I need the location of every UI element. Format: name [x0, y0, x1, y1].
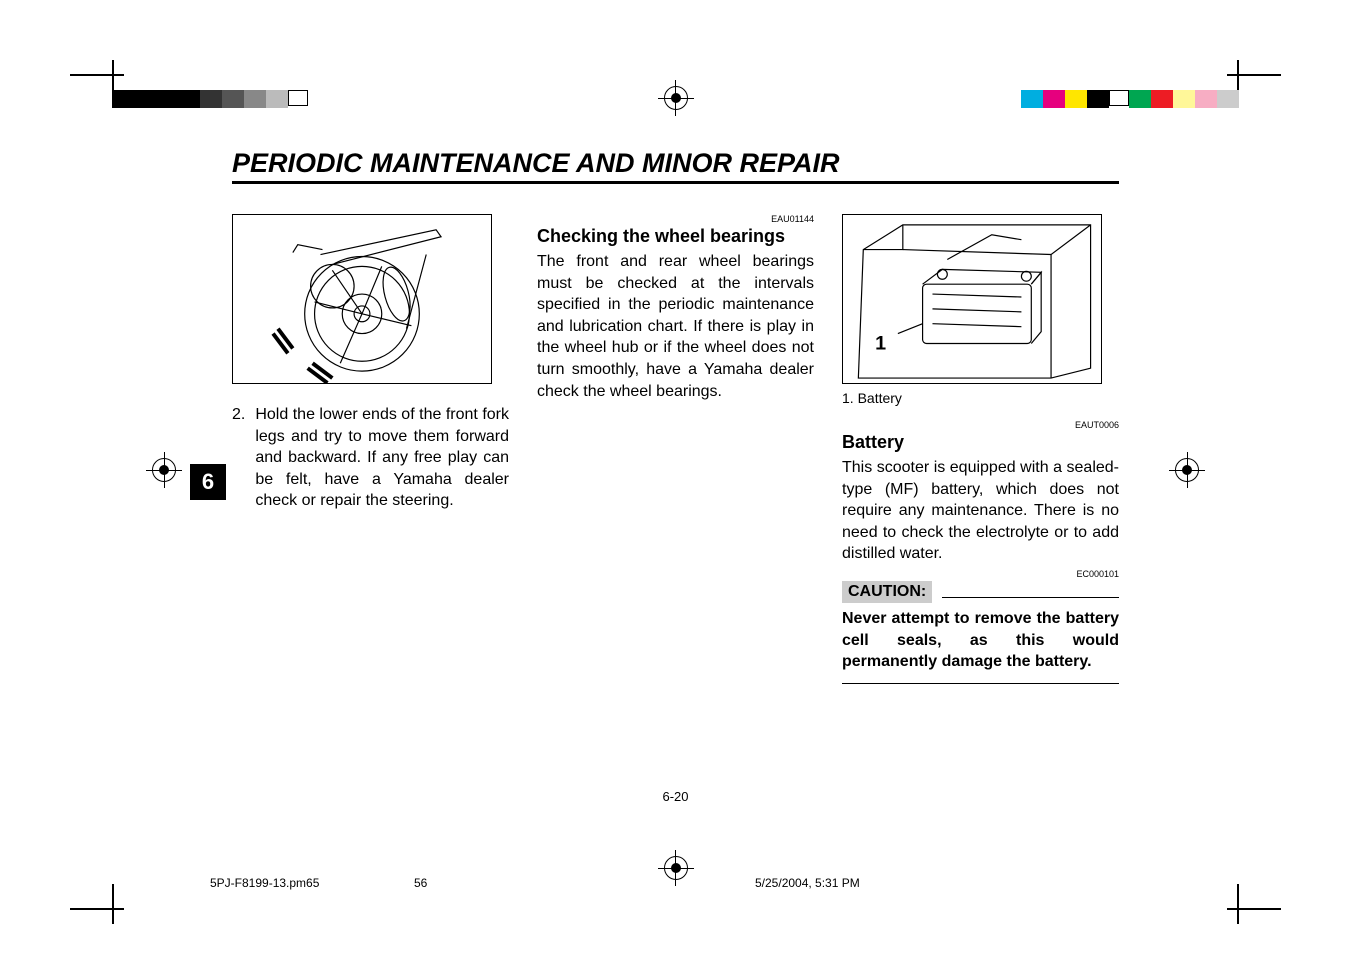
wheel-bearings-body: The front and rear wheel bearings must b…: [537, 251, 814, 402]
page-title: PERIODIC MAINTENANCE AND MINOR REPAIR: [232, 148, 1119, 184]
footer-date: 5/25/2004, 5:31 PM: [755, 876, 860, 890]
caution-text: Never attempt to remove the battery cell…: [842, 608, 1119, 684]
front-wheel-illustration: [232, 214, 492, 384]
battery-heading: Battery: [842, 432, 1119, 453]
battery-figure-caption: 1. Battery: [842, 390, 1119, 406]
chapter-tab: 6: [190, 464, 226, 500]
code-ref-battery: EAUT0006: [842, 420, 1119, 430]
caution-block: CAUTION: Never attempt to remove the bat…: [842, 581, 1119, 684]
registration-mark-top: [664, 86, 688, 110]
grey-swatches: [112, 90, 308, 108]
wheel-bearings-heading: Checking the wheel bearings: [537, 226, 814, 247]
crop-mark-br: [1227, 884, 1281, 924]
crop-mark-bl: [70, 884, 124, 924]
registration-mark-left: [152, 458, 176, 482]
column-1: 2. Hold the lower ends of the front fork…: [232, 214, 509, 684]
battery-illustration: 1: [842, 214, 1102, 384]
list-text: Hold the lower ends of the front fork le…: [255, 404, 509, 512]
color-swatches: [1021, 90, 1239, 108]
registration-mark-right: [1175, 458, 1199, 482]
steering-check-step: 2. Hold the lower ends of the front fork…: [232, 404, 509, 512]
footer-page: 56: [414, 876, 427, 890]
footer-filename: 5PJ-F8199-13.pm65: [210, 876, 319, 890]
caution-label: CAUTION:: [842, 581, 932, 603]
page-content: PERIODIC MAINTENANCE AND MINOR REPAIR: [232, 148, 1119, 834]
page-number: 6-20: [662, 789, 688, 804]
column-2: EAU01144 Checking the wheel bearings The…: [537, 214, 814, 684]
registration-mark-bottom: [664, 856, 688, 880]
code-ref-wheel-bearings: EAU01144: [537, 214, 814, 224]
column-3: 1 1. Battery EAUT0006 Battery This scoot…: [842, 214, 1119, 684]
battery-callout-number: 1: [875, 332, 886, 354]
code-ref-caution: EC000101: [842, 569, 1119, 579]
battery-body: This scooter is equipped with a sealed-t…: [842, 457, 1119, 565]
list-number: 2.: [232, 404, 245, 512]
printer-color-bar: [0, 90, 1351, 114]
